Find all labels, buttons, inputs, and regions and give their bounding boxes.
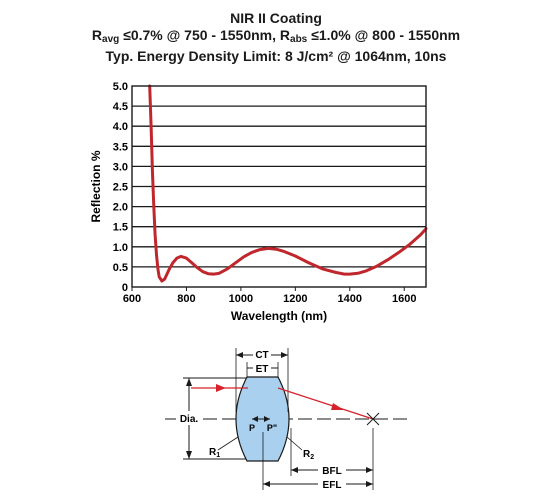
chart-title: NIR II Coating [230,10,322,26]
plot-frame [131,85,427,288]
y-tick-label: 3.5 [113,141,128,153]
chart-subtitle-energy: Typ. Energy Density Limit: 8 J/cm² @ 106… [105,48,447,64]
r1-leader [217,436,239,451]
chart-subtitle: Ravg ≤0.7% @ 750 - 1550nm, Rabs ≤1.0% @ … [0,27,552,48]
y-tick-label: 1.5 [113,222,128,234]
y-tick-label: 2.0 [113,202,128,214]
r1-label: R1 [209,447,220,459]
x-axis-label: Wavelength (nm) [231,309,327,323]
efl-arrow-left [263,481,270,487]
lens-diagram: Dia. CT ET P P" R1 [165,348,410,491]
rabs-symbol: R [279,27,291,43]
y-tick-label: 0 [122,282,128,294]
ravg-subscript: avg [102,34,120,45]
x-tick-label: 600 [123,293,141,305]
r2-leader [286,436,303,451]
tick-layer: 0 0.5 1.0 1.5 2.0 2.5 3.0 3.5 4.0 4.5 5.0 600 800 100… [113,81,417,305]
series-layer [148,84,428,283]
focal-point-marker-b [366,412,380,426]
ravg-spec: ≤0.7% @ 750 - 1550nm, [119,27,280,43]
y-tick-label: 4.5 [113,101,128,113]
y-tick-label: 3.0 [113,161,128,173]
dia-arrow-down [186,451,192,459]
y-tick-label: 1.0 [113,242,128,254]
rabs-spec: ≤1.0% @ 800 - 1550nm [307,27,461,43]
incoming-ray-arrow [216,384,226,392]
y-tick-label: 5.0 [113,81,128,93]
grid-layer [132,105,426,268]
chart-titles: NIR II Coating Ravg ≤0.7% @ 750 - 1550nm… [0,10,552,65]
y-tick-label: 4.0 [113,121,128,133]
bfl-arrow-left [291,467,298,473]
principal-arrow-left [252,416,258,422]
bfl-label: BFL [322,466,341,477]
y-axis-label: Reflection % [89,150,103,222]
x-tick-label: 1400 [338,293,362,305]
ct-arrow-left [236,352,243,358]
efl-arrow-right [366,481,373,487]
x-tick-label: 1600 [392,293,416,305]
x-tick-label: 800 [177,293,195,305]
ravg-symbol: R [91,27,103,43]
ct-label: CT [255,350,268,361]
refracted-ray-arrow [331,403,344,410]
ct-arrow-right [281,352,288,358]
dia-label: Dia. [180,414,199,425]
principal-arrow-right [264,416,270,422]
refracted-ray [277,387,374,420]
et-label: ET [256,364,269,375]
r2-label: R2 [303,449,314,461]
rabs-subscript: abs [290,34,308,45]
efl-label: EFL [323,480,342,491]
principal-point-p: P [249,423,255,433]
y-tick-label: 2.5 [113,182,128,194]
dia-arrow-up [186,378,192,386]
x-tick-label: 1000 [229,293,253,305]
reflection-curve [148,84,428,283]
y-tick-label: 0.5 [113,262,128,274]
bfl-arrow-right [366,467,373,473]
x-tick-label: 1200 [283,293,307,305]
principal-point-p-prime: P" [267,423,277,433]
